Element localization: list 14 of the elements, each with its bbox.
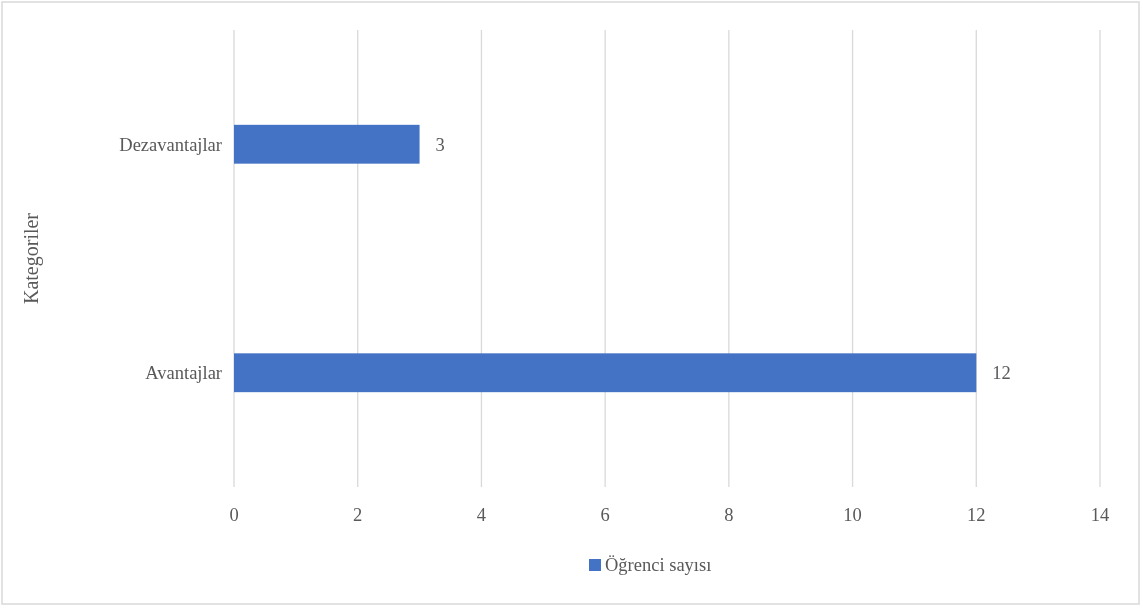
y-tick-label: Dezavantajlar [119,134,222,155]
x-tick-label: 0 [229,505,239,525]
data-label: 12 [992,363,1011,384]
data-label: 3 [435,134,445,155]
x-tick-label: 2 [353,505,363,525]
y-tick-label: Avantajlar [145,363,222,384]
x-tick-label: 8 [724,505,734,525]
legend-label: Öğrenci sayısı [605,555,712,576]
x-tick-label: 14 [1090,505,1110,525]
x-tick-label: 4 [476,505,487,525]
x-tick-label: 10 [843,505,862,525]
y-axis-title: Kategoriler [20,212,43,305]
x-tick-label: 12 [967,505,986,525]
x-tick-label: 6 [600,505,610,525]
